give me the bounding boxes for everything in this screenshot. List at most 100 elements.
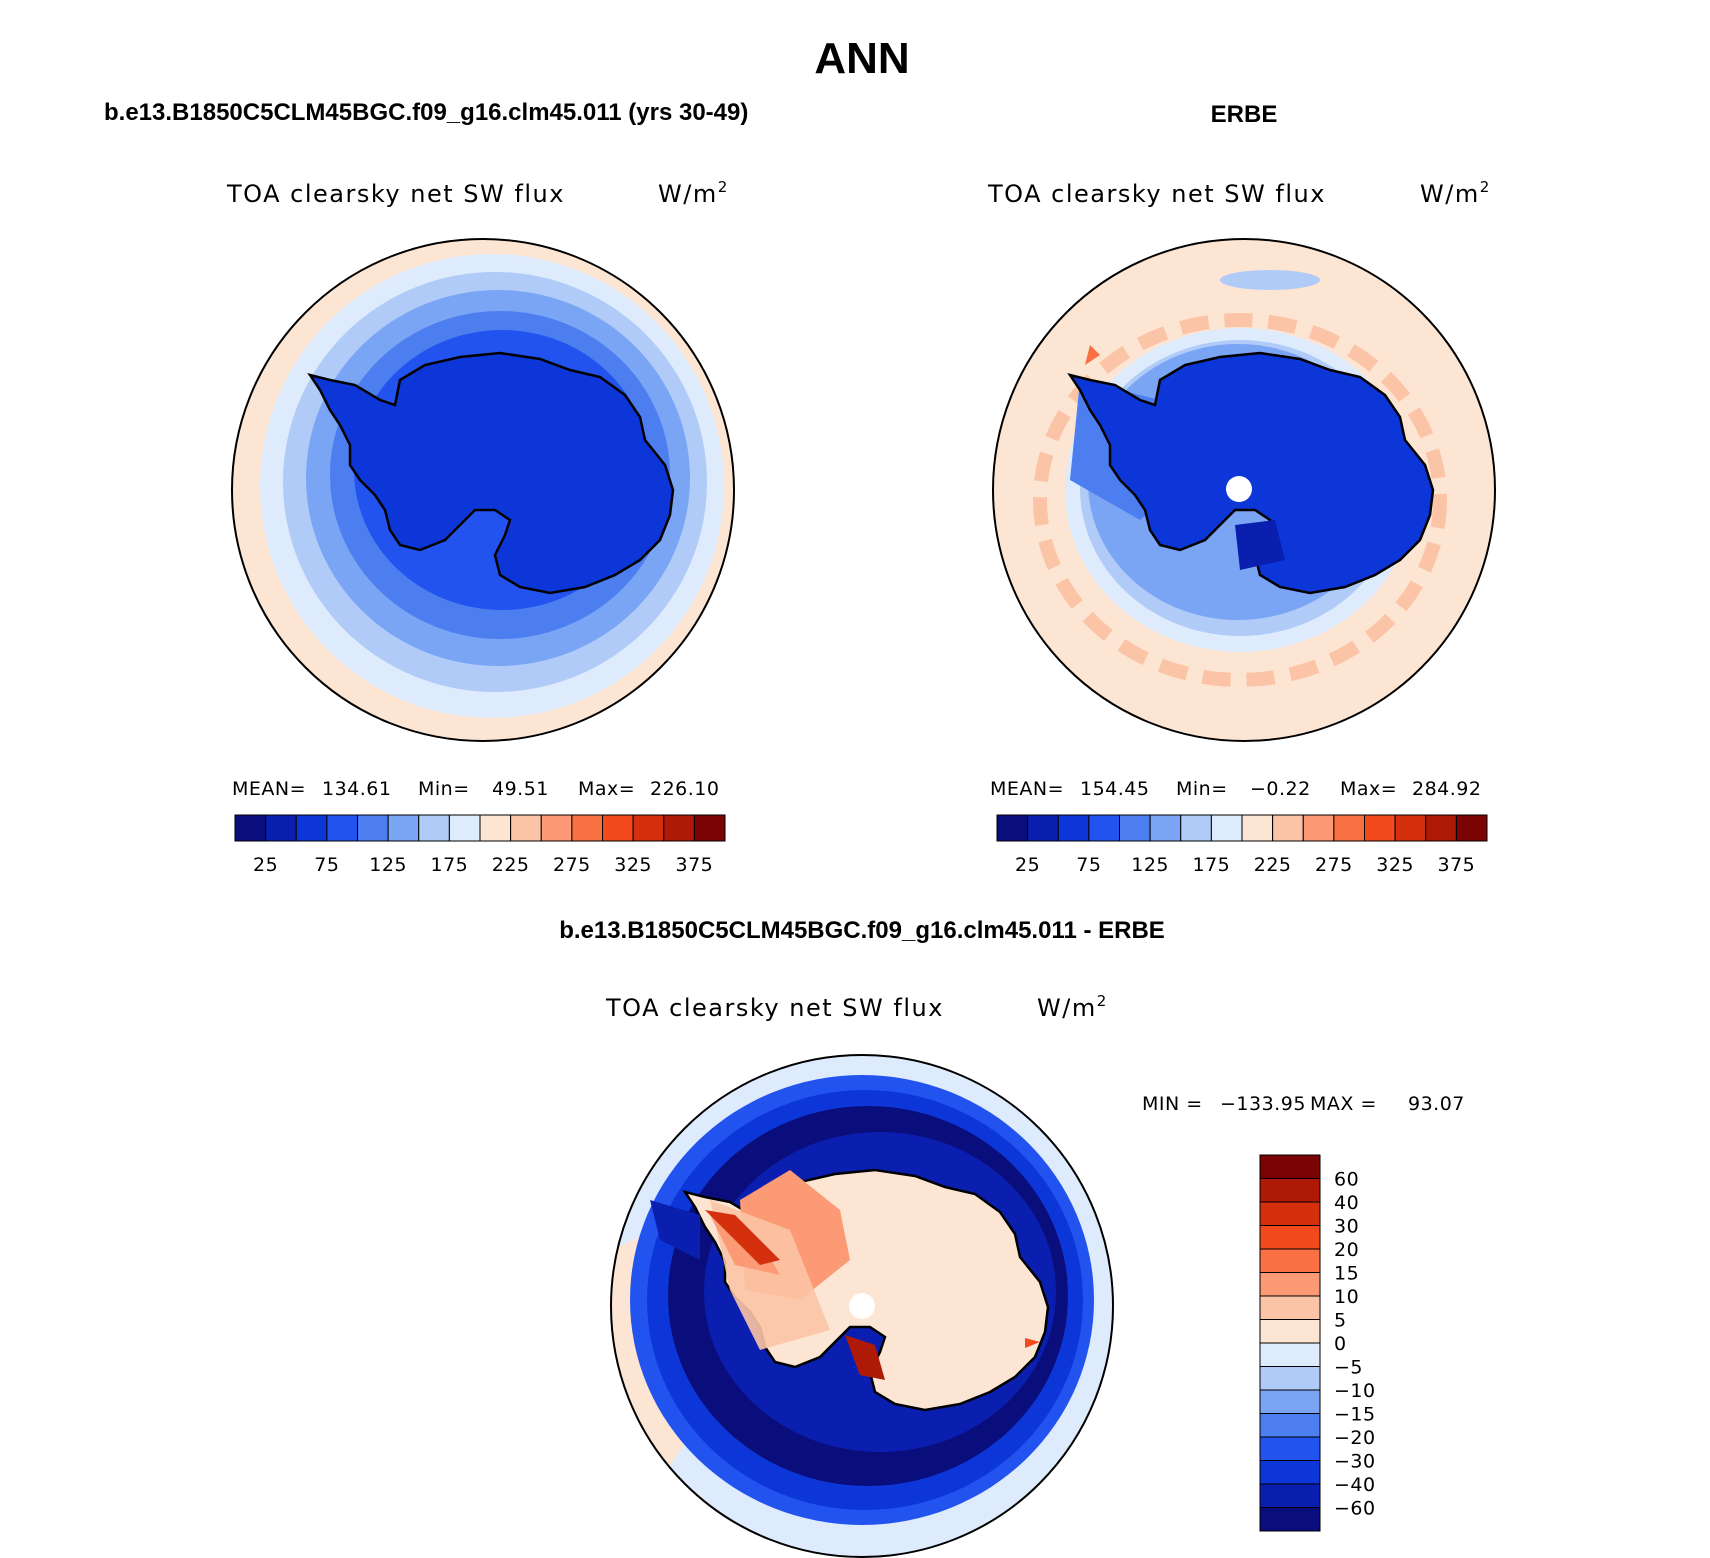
panel-model-map-border [231, 238, 735, 742]
panel-diff-map-border [610, 1054, 1114, 1558]
colorbar-swatch [602, 814, 634, 842]
panel-diff-stats: MIN = −133.95 MAX = 93.07 [1142, 1093, 1465, 1115]
svg-text:93.07: 93.07 [1408, 1093, 1465, 1115]
svg-text:284.92: 284.92 [1412, 778, 1481, 800]
colorbar-tick-label: 175 [430, 854, 468, 876]
colorbar-tick-label: 225 [1254, 854, 1292, 876]
panel-model-stats: MEAN= 134.61 Min= 49.51 Max= 226.10 [232, 778, 719, 800]
colorbar-swatch [1455, 814, 1488, 842]
colorbar-swatch [1027, 814, 1059, 842]
panel-obs-map [993, 239, 1495, 741]
colorbar-swatch [1119, 814, 1151, 842]
svg-text:−133.95: −133.95 [1220, 1093, 1306, 1115]
panel-model-colorbar [234, 814, 726, 842]
panel-obs-colorbar-ticks: 25 75 125 175 225 275 325 375 [1015, 854, 1475, 876]
colorbar-swatch [1302, 814, 1335, 842]
colorbar-swatch [1259, 1436, 1321, 1461]
colorbar-tick-label: 15 [1334, 1263, 1359, 1285]
colorbar-swatch [1259, 1342, 1321, 1367]
colorbar-tick-label: 0 [1334, 1333, 1347, 1355]
panel-obs-colorbar [996, 814, 1488, 842]
colorbar-swatch [1259, 1272, 1321, 1297]
colorbar-tick-label: −40 [1334, 1474, 1376, 1496]
panel-model-colorbar-ticks: 25 75 125 175 225 275 325 375 [253, 854, 713, 876]
colorbar-tick-label: −10 [1334, 1380, 1376, 1402]
colorbar-swatch [1259, 1178, 1321, 1203]
panel-obs-stats: MEAN= 154.45 Min= −0.22 Max= 284.92 [990, 778, 1481, 800]
panel-diff-units: W/m2 [1037, 992, 1108, 1022]
panel-diff-variable: TOA clearsky net SW flux [605, 994, 944, 1022]
colorbar-swatch [234, 814, 267, 842]
colorbar-swatch [1180, 814, 1212, 842]
colorbar-swatch [632, 814, 665, 842]
colorbar-tick-label: 75 [314, 854, 339, 876]
colorbar-tick-label: 375 [675, 854, 713, 876]
colorbar-tick-label: 375 [1437, 854, 1475, 876]
colorbar-swatch [663, 814, 695, 842]
colorbar-tick-label: 125 [1131, 854, 1169, 876]
colorbar-swatch [1259, 1295, 1321, 1320]
svg-text:MEAN=: MEAN= [990, 778, 1064, 800]
colorbar-tick-label: 225 [492, 854, 530, 876]
colorbar-tick-label: 60 [1334, 1169, 1359, 1191]
colorbar-swatch [693, 814, 726, 842]
panel-diff-subtitle: b.e13.B1850C5CLM45BGC.f09_g16.clm45.011 … [559, 917, 1165, 944]
colorbar-swatch [1259, 1248, 1321, 1273]
colorbar-swatch [510, 814, 542, 842]
colorbar-tick-label: −5 [1334, 1357, 1363, 1379]
colorbar-tick-label: 175 [1192, 854, 1230, 876]
figure-title: ANN [814, 34, 909, 83]
colorbar-swatch [1259, 1201, 1321, 1226]
panel-diff-map [611, 1055, 1113, 1557]
panel-obs: ERBE TOA clearsky net SW flux W/m2 MEAN=… [987, 101, 1496, 876]
colorbar-swatch [1259, 1154, 1321, 1179]
panel-obs-map-border [992, 238, 1496, 742]
svg-text:Min=: Min= [418, 778, 470, 800]
colorbar-swatch [265, 814, 297, 842]
colorbar-swatch [1425, 814, 1457, 842]
colorbar-swatch [996, 814, 1029, 842]
colorbar-swatch [387, 814, 420, 842]
panel-model-map [232, 239, 734, 741]
colorbar-tick-label: 5 [1334, 1310, 1347, 1332]
svg-text:226.10: 226.10 [650, 778, 719, 800]
colorbar-swatch [448, 814, 481, 842]
colorbar-swatch [1333, 814, 1365, 842]
panel-model: b.e13.B1850C5CLM45BGC.f09_g16.clm45.011 … [104, 99, 748, 876]
colorbar-swatch [1210, 814, 1243, 842]
colorbar-tick-label: −60 [1334, 1498, 1376, 1520]
colorbar-tick-label: −15 [1334, 1404, 1376, 1426]
svg-text:Max=: Max= [578, 778, 635, 800]
colorbar-swatch [1259, 1225, 1321, 1250]
colorbar-swatch [1259, 1483, 1321, 1508]
colorbar-swatch [571, 814, 603, 842]
svg-text:MIN =: MIN = [1142, 1093, 1203, 1115]
colorbar-swatch [295, 814, 328, 842]
colorbar-tick-label: −30 [1334, 1451, 1376, 1473]
panel-diff: b.e13.B1850C5CLM45BGC.f09_g16.clm45.011 … [559, 917, 1465, 1558]
colorbar-tick-label: 30 [1334, 1216, 1359, 1238]
colorbar-tick-label: 25 [253, 854, 278, 876]
colorbar-swatch [540, 814, 573, 842]
colorbar-swatch [1241, 814, 1274, 842]
colorbar-swatch [418, 814, 450, 842]
panel-obs-subtitle: ERBE [1211, 101, 1278, 128]
svg-text:MAX =: MAX = [1310, 1093, 1377, 1115]
panel-model-variable: TOA clearsky net SW flux [226, 180, 565, 208]
svg-text:134.61: 134.61 [322, 778, 391, 800]
panel-obs-variable: TOA clearsky net SW flux [987, 180, 1326, 208]
colorbar-tick-label: 275 [553, 854, 591, 876]
colorbar-swatch [1259, 1366, 1321, 1391]
colorbar-swatch [1259, 1413, 1321, 1438]
pole-hole-diff [849, 1293, 875, 1319]
colorbar-swatch [1259, 1389, 1321, 1414]
svg-text:MEAN=: MEAN= [232, 778, 306, 800]
panel-obs-units: W/m2 [1420, 178, 1491, 208]
colorbar-swatch [1088, 814, 1120, 842]
svg-text:154.45: 154.45 [1080, 778, 1149, 800]
colorbar-tick-label: 10 [1334, 1286, 1359, 1308]
colorbar-tick-label: 75 [1076, 854, 1101, 876]
svg-text:Max=: Max= [1340, 778, 1397, 800]
